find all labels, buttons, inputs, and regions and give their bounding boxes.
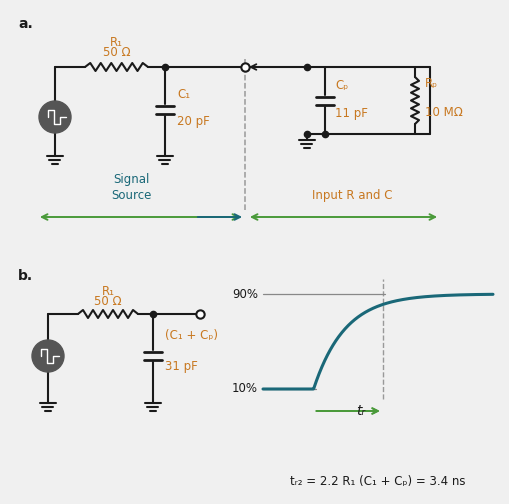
Text: Input R and C: Input R and C bbox=[312, 189, 392, 202]
Circle shape bbox=[39, 101, 71, 133]
Text: 90%: 90% bbox=[232, 287, 258, 300]
Text: 11 pF: 11 pF bbox=[334, 106, 367, 119]
Text: (C₁ + Cₚ): (C₁ + Cₚ) bbox=[165, 329, 217, 342]
Text: R₁: R₁ bbox=[110, 36, 123, 49]
Text: 10%: 10% bbox=[232, 383, 258, 396]
Text: R₁: R₁ bbox=[101, 285, 115, 298]
Text: Signal
Source: Signal Source bbox=[110, 173, 151, 202]
Text: tᵣ₂ = 2.2 R₁ (C₁ + Cₚ) = 3.4 ns: tᵣ₂ = 2.2 R₁ (C₁ + Cₚ) = 3.4 ns bbox=[290, 475, 465, 488]
Text: 31 pF: 31 pF bbox=[165, 360, 197, 373]
Text: 20 pF: 20 pF bbox=[177, 115, 209, 129]
Text: 50 Ω: 50 Ω bbox=[102, 46, 130, 59]
Text: 50 Ω: 50 Ω bbox=[94, 295, 122, 308]
Text: b.: b. bbox=[18, 269, 33, 283]
Circle shape bbox=[32, 340, 64, 372]
Text: Rₚ: Rₚ bbox=[424, 78, 437, 91]
Text: tᵣ: tᵣ bbox=[355, 404, 364, 418]
Text: C₁: C₁ bbox=[177, 89, 190, 101]
Text: a.: a. bbox=[18, 17, 33, 31]
Text: Cₚ: Cₚ bbox=[334, 80, 348, 93]
Text: 10 MΩ: 10 MΩ bbox=[424, 105, 462, 118]
